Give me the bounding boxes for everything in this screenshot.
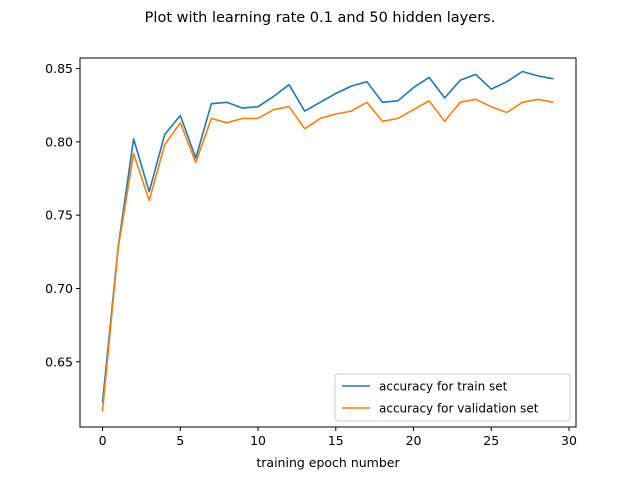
x-tick-label: 30 [561,433,577,448]
y-tick-label: 0.70 [45,281,73,296]
y-tick-label: 0.80 [45,134,73,149]
y-tick-label: 0.75 [45,208,73,223]
y-tick-label: 0.85 [45,61,73,76]
legend-label-train: accuracy for train set [379,380,508,394]
x-tick-label: 25 [483,433,499,448]
x-tick-label: 5 [176,433,184,448]
chart-title: Plot with learning rate 0.1 and 50 hidde… [145,10,496,26]
x-tick-label: 15 [328,433,344,448]
x-tick-label: 10 [250,433,266,448]
x-axis-label: training epoch number [256,455,400,470]
x-tick-label: 20 [406,433,422,448]
y-tick-label: 0.65 [45,354,73,369]
x-tick-label: 0 [99,433,107,448]
legend: accuracy for train set accuracy for vali… [335,374,570,421]
legend-label-validation: accuracy for validation set [379,402,539,416]
